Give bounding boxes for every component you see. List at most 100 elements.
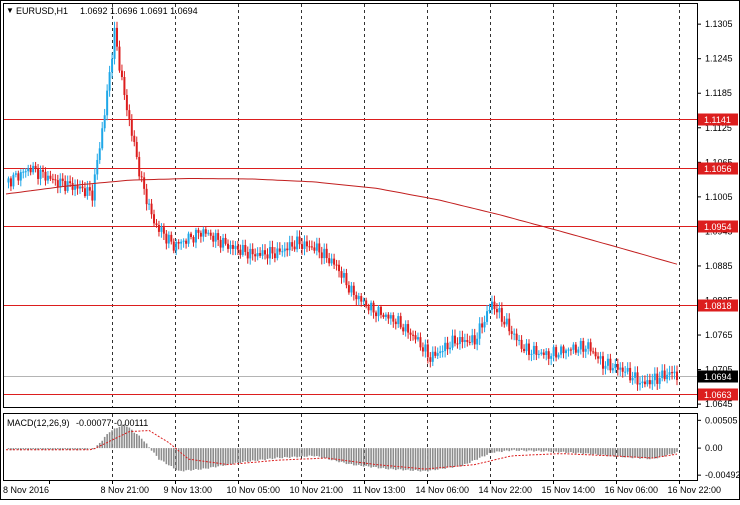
candle-body-237 — [589, 342, 592, 352]
candle-body-132 — [330, 258, 333, 264]
candle-body-28 — [74, 185, 77, 190]
candle-body-225 — [560, 346, 563, 355]
candle-body-262 — [651, 380, 654, 385]
candle-body-39 — [101, 128, 104, 149]
level-badge-label-1: 1.1056 — [704, 164, 732, 174]
horizontal-levels — [4, 119, 697, 395]
candle-body-134 — [335, 264, 338, 266]
candle-body-3 — [12, 174, 15, 187]
candle-body-185 — [461, 336, 464, 343]
candle-body-83 — [209, 232, 212, 236]
candle-body-88 — [222, 237, 225, 248]
candle-body-173 — [431, 351, 434, 362]
candle-body-272 — [676, 371, 678, 380]
candle-body-145 — [362, 300, 365, 302]
candle-body-184 — [458, 336, 461, 344]
candle-body-81 — [204, 229, 207, 234]
candle-body-71 — [180, 241, 183, 244]
candle-body-179 — [446, 342, 449, 350]
x-tick-label-4: 10 Nov 21:00 — [290, 485, 344, 495]
candle-body-171 — [426, 344, 429, 358]
candle-body-152 — [379, 306, 382, 315]
current-price-badge — [698, 370, 738, 383]
candle-body-10 — [29, 168, 32, 173]
candle-body-48 — [123, 77, 126, 95]
candle-body-146 — [365, 300, 368, 307]
y-tick-label-9: 1.0765 — [705, 330, 733, 340]
candle-body-2 — [9, 178, 12, 187]
candle-body-166 — [414, 335, 417, 340]
candle-body-151 — [377, 306, 380, 317]
candle-body-131 — [328, 258, 331, 264]
candle-body-70 — [177, 241, 180, 244]
candle-body-222 — [552, 347, 555, 357]
y-tick-label-4: 1.1065 — [705, 157, 733, 167]
candle-body-91 — [229, 245, 232, 249]
candle-body-35 — [91, 190, 94, 201]
candle-body-199 — [495, 309, 498, 313]
candle-body-244 — [606, 358, 609, 366]
y-tick-label-11: 1.0645 — [705, 399, 733, 409]
y-tick-label-3: 1.1125 — [705, 123, 732, 133]
candle-body-188 — [468, 341, 471, 343]
x-tick-label-6: 14 Nov 06:00 — [416, 485, 470, 495]
candle-body-168 — [419, 337, 422, 348]
candle-body-269 — [668, 372, 671, 375]
candle-body-169 — [421, 347, 424, 352]
candle-body-118 — [296, 236, 299, 250]
candle-body-100 — [251, 248, 254, 255]
candle-body-157 — [392, 315, 395, 322]
candle-body-113 — [283, 248, 286, 252]
candle-body-142 — [355, 294, 358, 300]
candle-body-136 — [340, 271, 343, 278]
candle-body-231 — [574, 344, 577, 353]
candle-body-32 — [83, 188, 86, 197]
candle-body-245 — [609, 358, 612, 371]
candle-body-128 — [320, 252, 323, 259]
y-tick-label-10: 1.0705 — [705, 365, 733, 375]
candle-body-203 — [505, 318, 508, 325]
moving-average-line — [5, 178, 678, 265]
candle-body-15 — [42, 169, 45, 172]
candle-body-114 — [286, 248, 289, 251]
candle-body-54 — [138, 156, 141, 177]
candle-body-195 — [486, 311, 489, 322]
candlesticks — [7, 21, 678, 391]
candle-body-227 — [564, 350, 567, 354]
candle-body-271 — [673, 371, 676, 374]
x-tick-label-10: 16 Nov 22:00 — [668, 485, 722, 495]
candle-body-193 — [481, 323, 484, 328]
candle-body-33 — [86, 187, 89, 197]
candle-body-158 — [394, 321, 397, 325]
candle-body-248 — [616, 364, 619, 370]
candle-body-263 — [653, 373, 656, 381]
candle-body-229 — [569, 349, 572, 351]
candle-body-240 — [597, 356, 600, 359]
candle-body-51 — [130, 119, 133, 136]
level-badge-3 — [698, 299, 738, 312]
candle-body-189 — [471, 335, 474, 343]
candle-body-226 — [562, 346, 565, 354]
candle-body-55 — [140, 176, 143, 178]
candle-body-130 — [325, 248, 328, 259]
x-tick-label-7: 14 Nov 22:00 — [479, 485, 533, 495]
candle-body-156 — [389, 315, 392, 319]
candle-body-45 — [116, 27, 119, 47]
symbol-dropdown-icon[interactable]: ▼ — [6, 6, 14, 15]
candle-body-101 — [254, 254, 257, 257]
candle-body-154 — [384, 314, 387, 318]
macd-panel — [6, 423, 678, 472]
candle-body-135 — [338, 264, 341, 272]
candle-body-86 — [217, 233, 220, 240]
candle-body-8 — [24, 171, 27, 173]
candle-body-121 — [303, 241, 306, 249]
candle-body-27 — [71, 183, 74, 190]
candle-body-20 — [54, 179, 57, 181]
x-tick-label-1: 8 Nov 21:00 — [101, 485, 150, 495]
candle-body-6 — [19, 172, 22, 181]
candle-body-60 — [153, 214, 156, 224]
candle-body-234 — [582, 340, 585, 352]
candle-body-9 — [27, 168, 30, 172]
